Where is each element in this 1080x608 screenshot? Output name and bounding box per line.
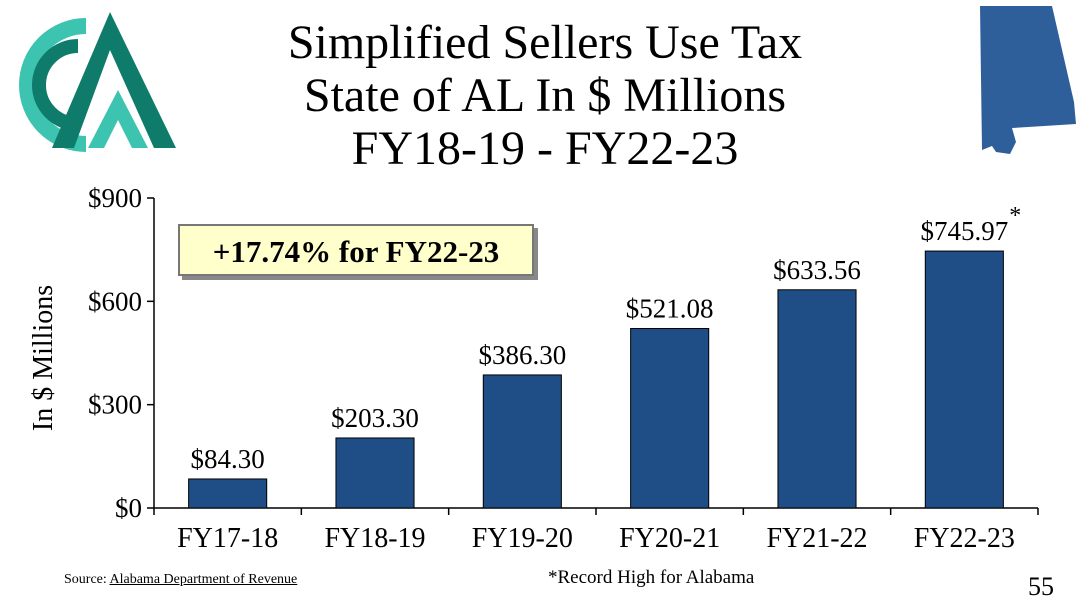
source-note: Source: Alabama Department of Revenue <box>64 572 297 588</box>
y-tick-label: $0 <box>115 493 142 523</box>
data-label: $633.56 <box>773 255 861 285</box>
bar <box>924 250 1004 509</box>
y-axis-label: In $ Millions <box>28 285 59 431</box>
alabama-map-icon <box>980 6 1076 154</box>
x-tick-label: FY18-19 <box>324 523 425 554</box>
title-line: State of AL In $ Millions <box>303 69 787 122</box>
x-tick-label: FY22-23 <box>914 523 1015 554</box>
bar <box>188 478 268 509</box>
data-label: $203.30 <box>331 403 419 433</box>
footnote: *Record High for Alabama <box>548 567 755 588</box>
bar <box>335 437 415 509</box>
title-line: Simplified Sellers Use Tax <box>287 16 803 69</box>
y-tick-label: $600 <box>88 286 142 316</box>
organization-logo-icon <box>19 12 176 152</box>
data-label: $386.30 <box>478 340 566 370</box>
source-prefix: Source: <box>64 572 110 587</box>
x-tick-label: FY20-21 <box>619 523 720 554</box>
page-title: Simplified Sellers Use Tax State of AL I… <box>180 16 910 175</box>
bar <box>482 374 562 509</box>
source-link[interactable]: Alabama Department of Revenue <box>109 572 298 587</box>
y-tick-label: $900 <box>88 183 142 213</box>
data-label: $745.97 <box>920 216 1008 246</box>
data-label: $84.30 <box>191 444 265 474</box>
x-tick-label: FY19-20 <box>472 523 573 554</box>
growth-callout: +17.74% for FY22-23 <box>178 224 534 276</box>
x-tick-label: FY21-22 <box>766 523 867 554</box>
data-label: $521.08 <box>626 294 714 324</box>
bar <box>630 328 710 509</box>
x-tick-label: FY17-18 <box>177 523 278 554</box>
y-tick-label: $300 <box>88 390 142 420</box>
record-marker: * <box>1009 203 1021 229</box>
bar <box>777 289 857 509</box>
title-line: FY18-19 - FY22-23 <box>351 122 739 175</box>
page-number: 55 <box>1028 572 1054 601</box>
